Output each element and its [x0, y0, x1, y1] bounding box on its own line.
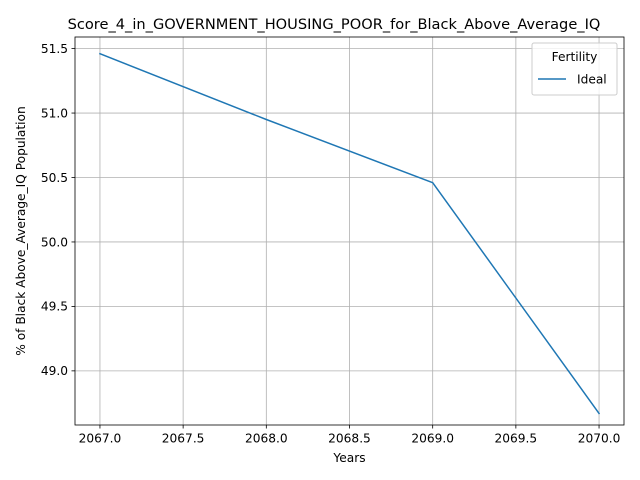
y-tick-label: 49.5: [41, 300, 68, 314]
series-layer: [98, 52, 601, 415]
series-line-ideal: [98, 52, 601, 415]
y-tick-label: 51.5: [41, 42, 68, 56]
legend: Fertility Ideal: [531, 42, 618, 96]
y-tick-label: 50.5: [41, 171, 68, 185]
ticks: 2067.0 2067.5 2068.0 2068.5 2069.0 2069.5 2070…: [41, 42, 621, 446]
x-tick-label: 2069.0: [411, 432, 454, 446]
x-tick-label: 2067.0: [79, 432, 122, 446]
x-tick-label: 2067.5: [162, 432, 205, 446]
x-axis-label: Years: [332, 451, 365, 465]
y-axis-label: % of Black Above_Average_IQ Population: [14, 106, 28, 356]
legend-label-ideal: Ideal: [577, 73, 607, 87]
x-tick-label: 2070.0: [578, 432, 621, 446]
chart-title: Score_4_in_GOVERNMENT_HOUSING_POOR_for_B…: [68, 16, 601, 33]
y-tick-label: 49.0: [41, 364, 68, 378]
x-tick-label: 2068.0: [245, 432, 288, 446]
x-tick-label: 2069.5: [495, 432, 538, 446]
grid: [75, 37, 624, 425]
y-tick-label: 51.0: [41, 106, 68, 120]
legend-title: Fertility: [552, 50, 598, 64]
y-tick-label: 50.0: [41, 235, 68, 249]
x-tick-label: 2068.5: [328, 432, 371, 446]
legend-box: [531, 42, 618, 96]
